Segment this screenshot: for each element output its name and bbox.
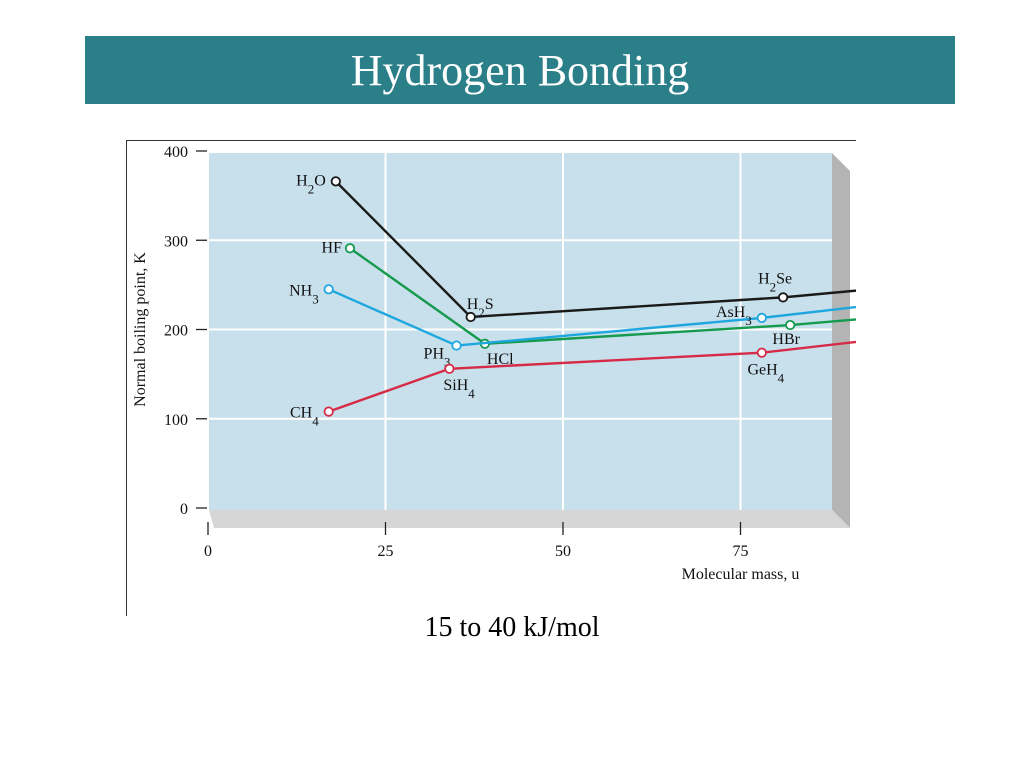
y-tick-label: 400 (164, 144, 188, 161)
plot-floor-panel (209, 510, 850, 528)
data-point (323, 406, 334, 417)
y-axis-label: Normal boiling point, K (132, 252, 149, 407)
data-point (756, 312, 767, 323)
point-label: H2O (296, 172, 326, 196)
point-label: H2Se (758, 270, 792, 294)
series-line (349, 247, 856, 346)
chart-frame: 01002003004000255075100125150Molecular m… (126, 140, 856, 616)
series-line (328, 288, 856, 347)
title-bar: Hydrogen Bonding (85, 36, 955, 104)
x-tick-label: 25 (378, 543, 394, 560)
data-point (444, 363, 455, 374)
point-label: H2S (467, 296, 494, 320)
point-label: SiH4 (443, 377, 475, 401)
point-label: AsH3 (716, 304, 752, 328)
point-label: NH3 (289, 282, 319, 306)
plot-background (209, 153, 832, 510)
data-point (451, 340, 462, 351)
slide-title: Hydrogen Bonding (350, 46, 690, 95)
data-point (330, 176, 341, 187)
y-tick-label: 100 (164, 412, 188, 429)
y-tick-label: 300 (164, 233, 188, 250)
data-point (344, 243, 356, 254)
data-point (785, 319, 796, 331)
y-tick-label: 0 (180, 501, 188, 518)
point-label: HBr (772, 331, 800, 348)
x-tick-label: 75 (733, 543, 749, 560)
boiling-point-chart: 01002003004000255075100125150Molecular m… (126, 140, 856, 616)
data-point (756, 347, 767, 358)
plot-side-panel (832, 153, 850, 528)
point-label: CH4 (290, 405, 319, 429)
point-label: GeH4 (747, 362, 784, 386)
x-axis-label: Molecular mass, u (682, 566, 800, 583)
energy-caption: 15 to 40 kJ/mol (424, 612, 600, 643)
data-point (323, 284, 334, 295)
y-tick-label: 200 (164, 323, 188, 340)
point-label: PH3 (424, 346, 451, 370)
point-label: HCl (487, 351, 514, 368)
data-point (777, 292, 789, 303)
series-line (334, 180, 856, 319)
x-tick-label: 0 (204, 543, 212, 560)
series-line (328, 340, 856, 413)
point-label: HF (322, 239, 343, 256)
data-point (465, 311, 476, 323)
x-tick-label: 50 (555, 543, 571, 560)
